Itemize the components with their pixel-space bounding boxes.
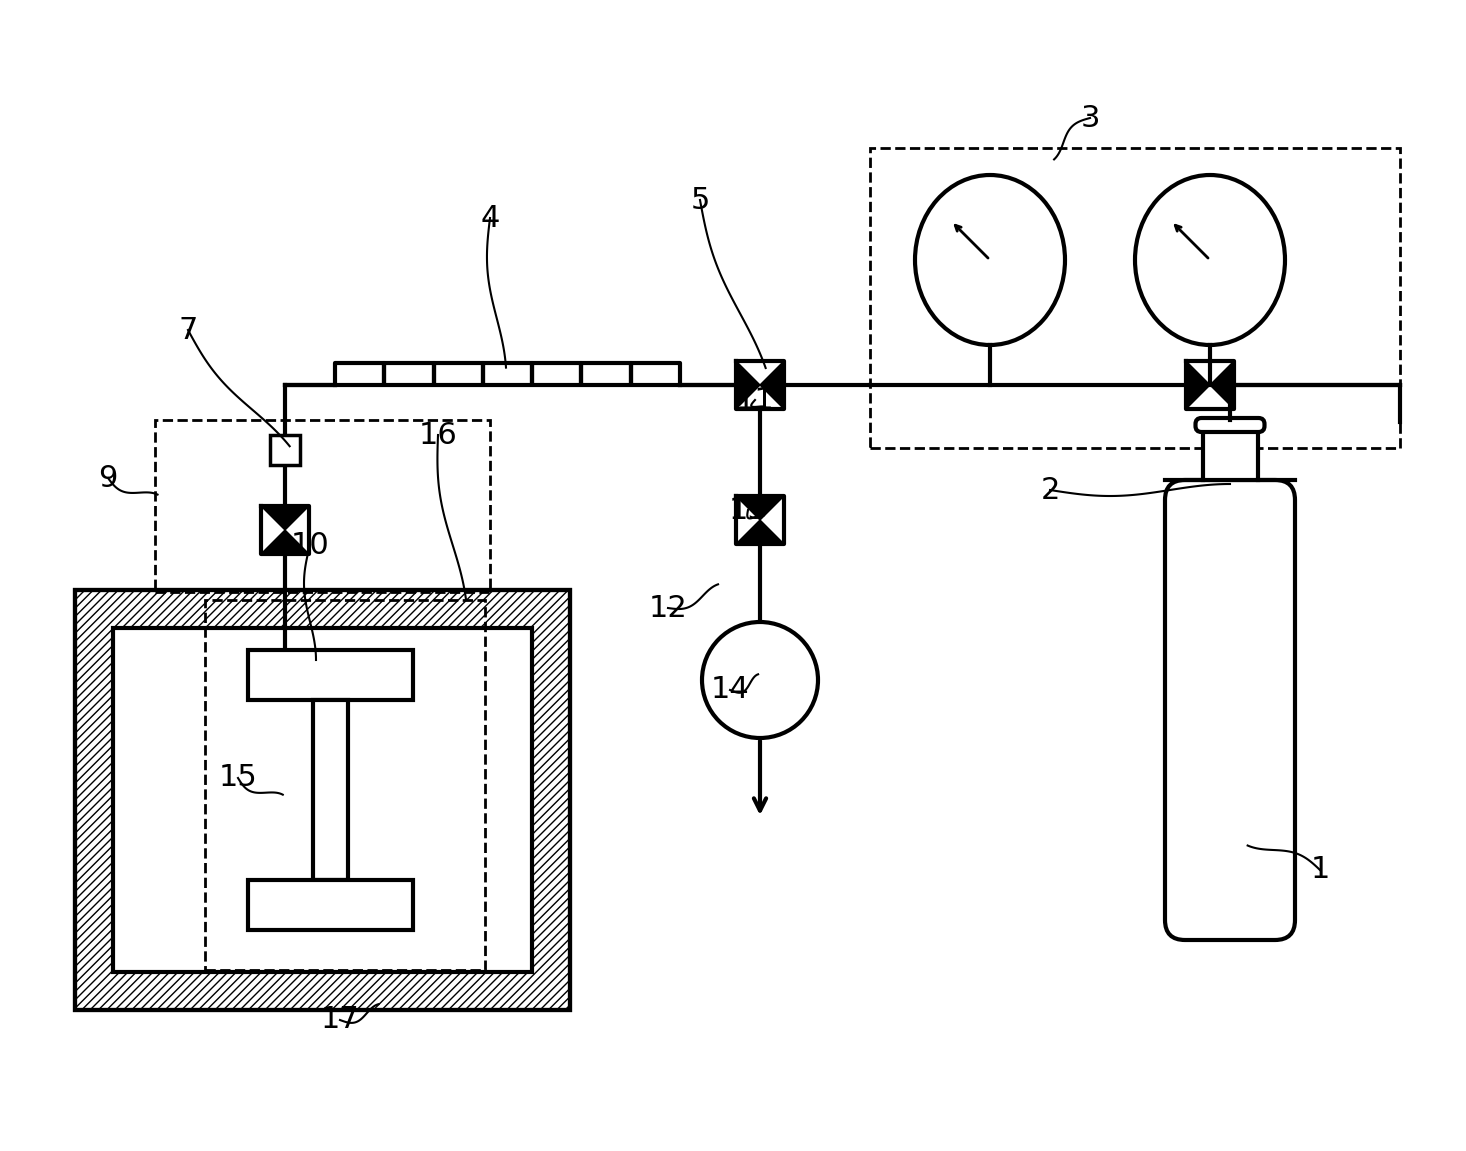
Text: 13: 13	[729, 495, 767, 525]
Bar	[205, 600, 485, 970]
FancyBboxPatch shape	[1195, 418, 1265, 432]
Text: 14: 14	[711, 676, 749, 704]
Text: 12: 12	[648, 594, 688, 623]
Polygon shape	[736, 520, 784, 544]
Polygon shape	[261, 529, 309, 554]
Text: 10: 10	[290, 531, 330, 559]
Text: 15: 15	[218, 763, 258, 793]
Text: 1: 1	[1311, 855, 1330, 884]
Polygon shape	[736, 361, 759, 409]
Polygon shape	[261, 506, 309, 529]
Polygon shape	[1186, 361, 1209, 409]
Bar	[75, 590, 570, 1009]
Text: 16: 16	[419, 420, 457, 450]
Bar	[75, 590, 570, 1009]
Text: 11: 11	[736, 386, 774, 414]
Bar	[869, 148, 1400, 448]
Text: 7: 7	[179, 315, 198, 344]
Text: 17: 17	[321, 1006, 359, 1035]
FancyBboxPatch shape	[1165, 480, 1294, 940]
Polygon shape	[759, 361, 784, 409]
Circle shape	[702, 622, 818, 738]
Bar	[1202, 430, 1258, 480]
Bar	[248, 881, 412, 930]
Ellipse shape	[915, 175, 1064, 345]
Polygon shape	[1209, 361, 1234, 409]
Bar	[312, 700, 347, 881]
Text: 5: 5	[690, 185, 710, 214]
Bar	[248, 650, 412, 700]
Text: 2: 2	[1041, 475, 1060, 504]
Text: 9: 9	[98, 464, 117, 493]
Bar	[113, 628, 532, 971]
Bar	[270, 435, 301, 465]
Text: 4: 4	[481, 204, 500, 233]
Text: 3: 3	[1080, 104, 1100, 132]
Polygon shape	[736, 496, 784, 520]
Bar	[155, 420, 490, 592]
Ellipse shape	[1135, 175, 1286, 345]
